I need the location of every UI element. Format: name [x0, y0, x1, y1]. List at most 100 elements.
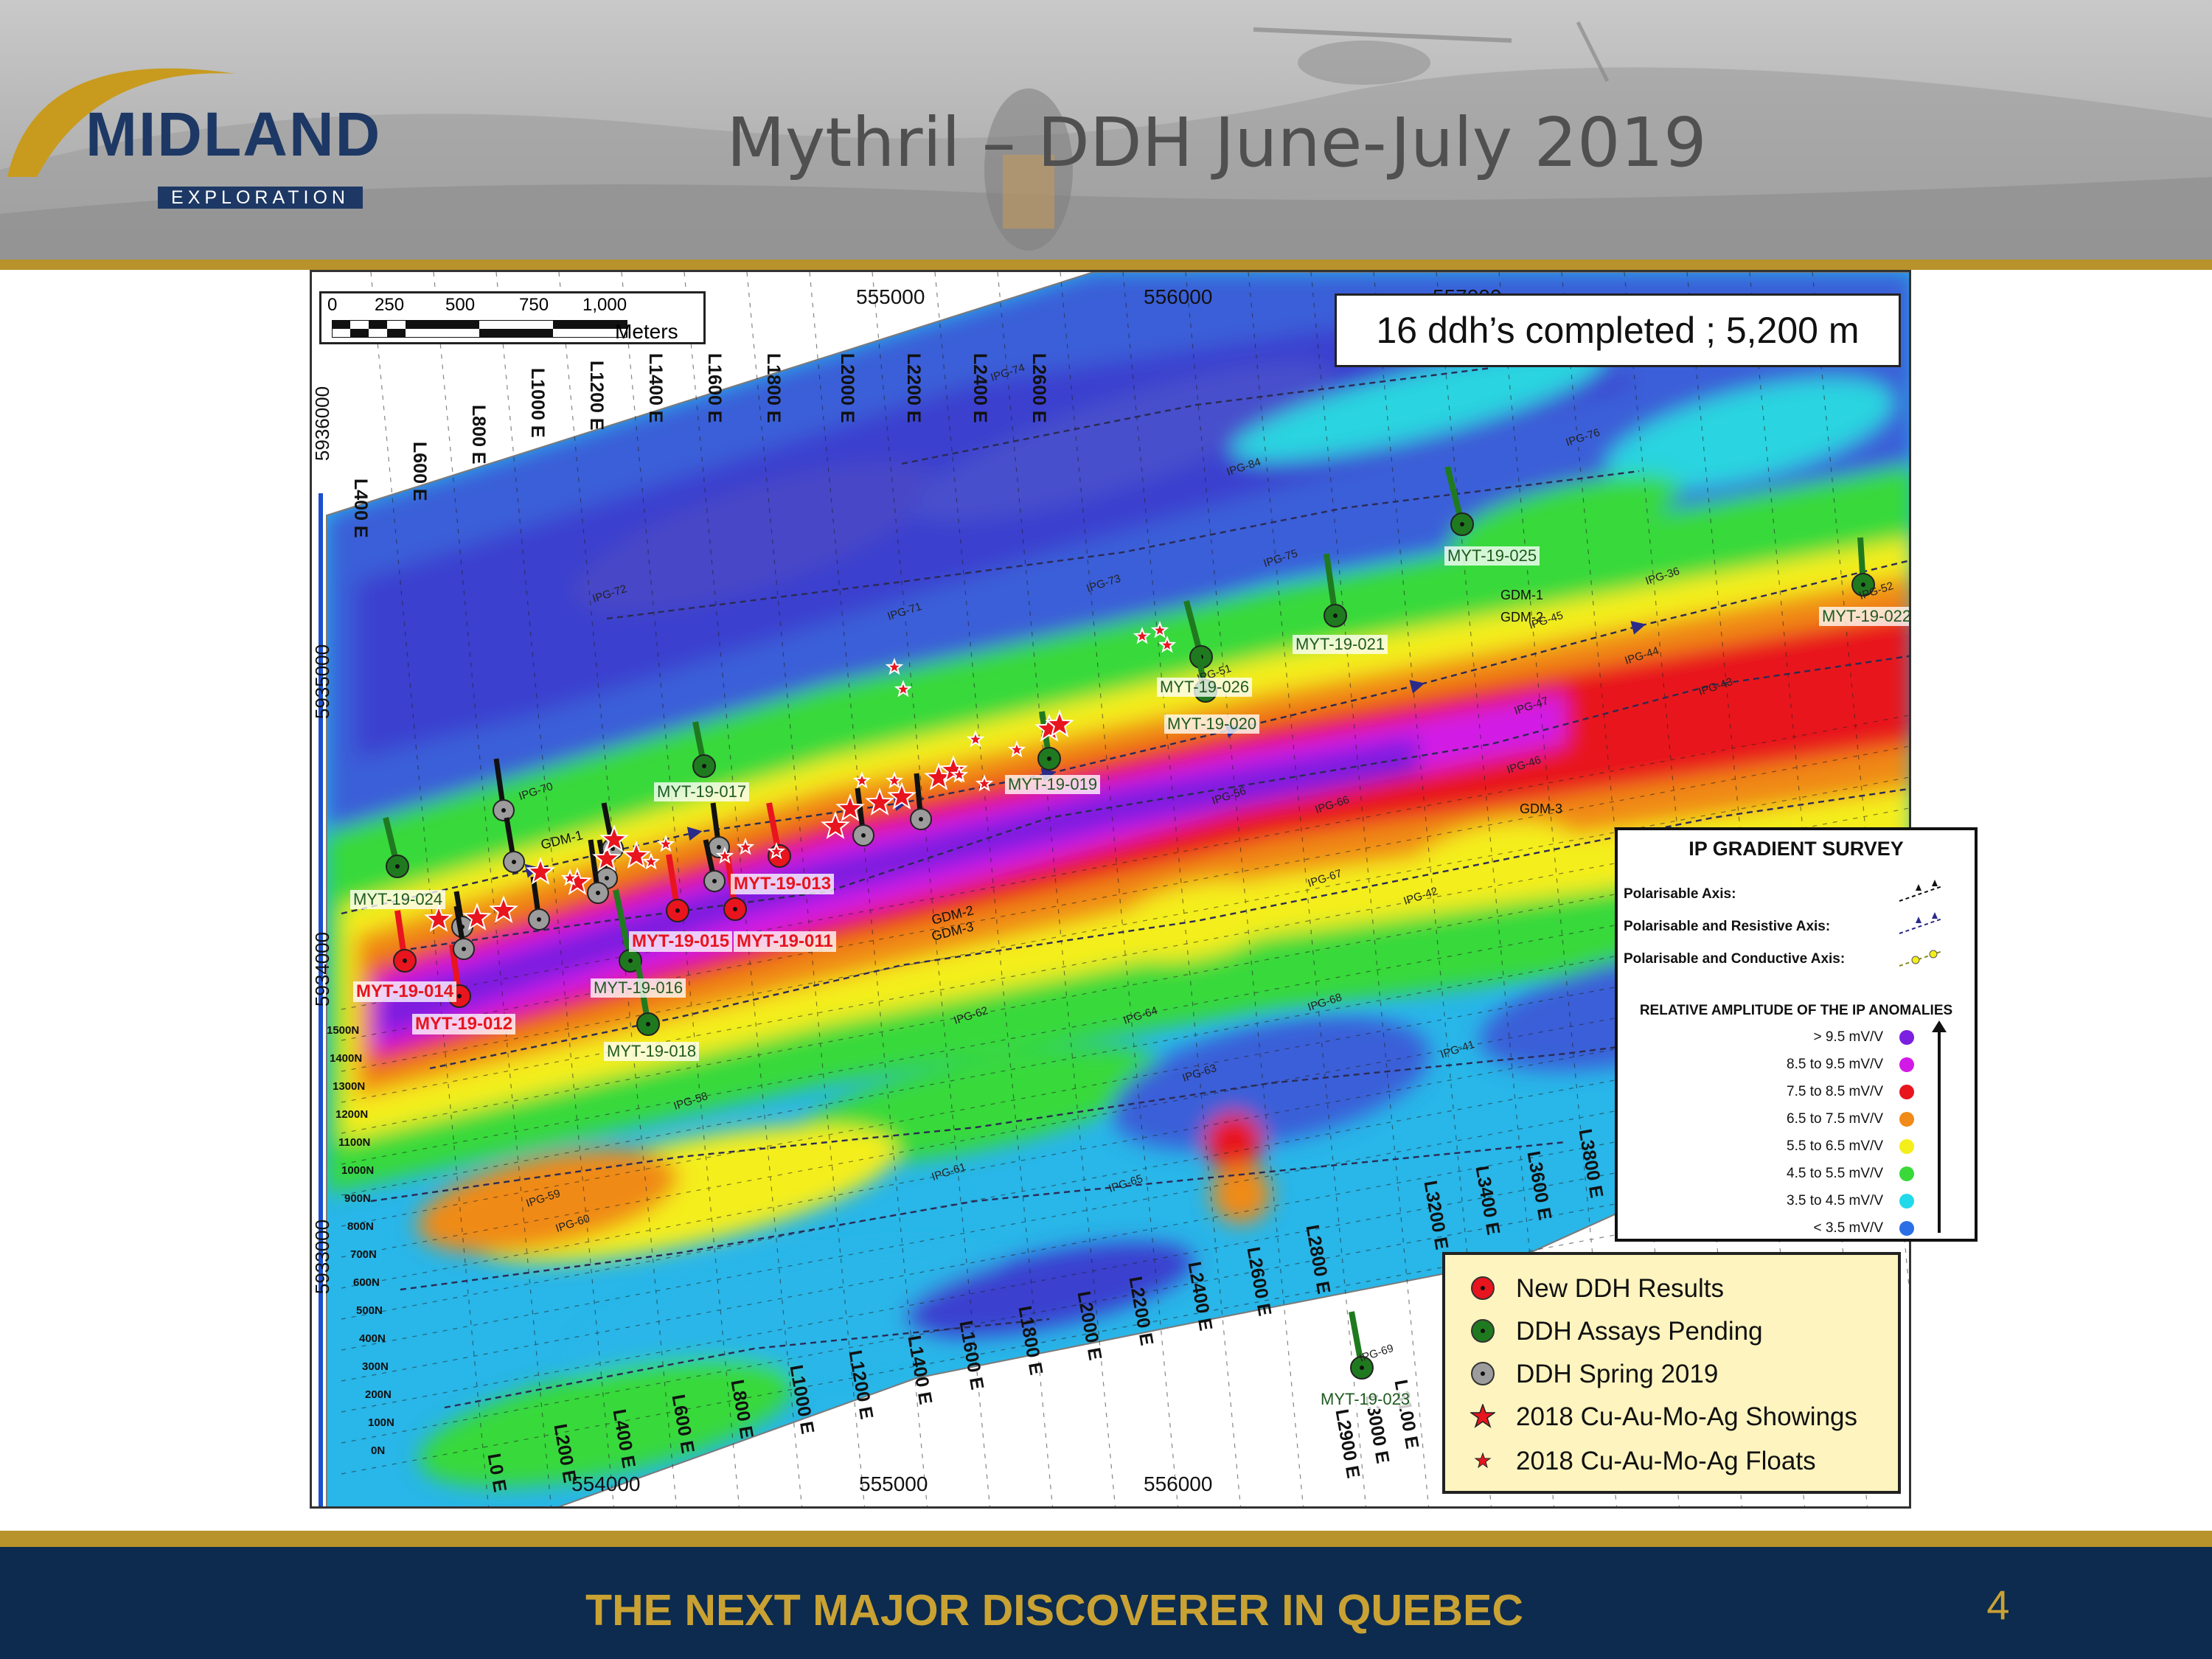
- drillhole-label: MYT-19-020: [1164, 714, 1260, 734]
- scale-unit: Meters: [615, 320, 678, 343]
- showing-star: [950, 765, 969, 783]
- header-gold-rule: [0, 260, 2212, 270]
- small-star-icon: [1474, 1452, 1492, 1469]
- scale-tick-500: 500: [445, 295, 476, 315]
- legend-showings: 2018 Cu-Au-Mo-Ag Showings: [1516, 1402, 1858, 1431]
- showing-star: [885, 658, 904, 675]
- northing-line-label: 0N: [371, 1444, 386, 1457]
- ddh-legend: New DDH Results DDH Assays Pending DDH S…: [1442, 1252, 1901, 1494]
- ip-range-swatch: [1899, 1085, 1914, 1099]
- ip-range-label: 3.5 to 4.5 mV/V: [1787, 1193, 1883, 1208]
- northing-1: 5936000: [311, 386, 334, 462]
- easting-top-1: 555000: [856, 285, 925, 308]
- northing-line-label: 600N: [353, 1276, 380, 1289]
- easting-bottom-3: 556000: [1144, 1472, 1213, 1495]
- line-label-top: L2600 E: [1029, 353, 1049, 423]
- line-label-top: L2200 E: [903, 353, 924, 423]
- northing-line-label: 1200N: [335, 1108, 369, 1121]
- ip-axis-label: GDM-2: [1500, 610, 1543, 625]
- line-label-top: L400 E: [350, 479, 371, 538]
- ip-range-swatch: [1899, 1221, 1914, 1236]
- drillhole-label: MYT-19-025: [1444, 546, 1540, 566]
- showing-star: [821, 811, 850, 839]
- drilling-summary-callout: 16 ddh’s completed ; 5,200 m: [1335, 293, 1901, 367]
- northing-line-label: 1500N: [327, 1024, 360, 1037]
- northing-line-label: 1000N: [341, 1164, 375, 1177]
- drillhole-label: MYT-19-013: [731, 874, 835, 894]
- page-number: 4: [1986, 1582, 2010, 1628]
- northing-2: 5935000: [311, 644, 334, 720]
- northing-line-label: 800N: [347, 1220, 374, 1233]
- large-star-icon: [1470, 1404, 1495, 1428]
- footer-gold-rule: [0, 1531, 2212, 1547]
- showing-star: [599, 824, 629, 852]
- ip-axis-label: GDM-1: [1500, 588, 1543, 602]
- line-label-top: L2000 E: [837, 353, 858, 423]
- ip-range-label: 8.5 to 9.5 mV/V: [1787, 1057, 1883, 1072]
- green-dot-icon: [1471, 1319, 1495, 1343]
- scale-bar: 0 250 500 750 1,000 Meters: [319, 291, 706, 344]
- ip-gradient-legend: IP GRADIENT SURVEY Polarisable Axis: Pol…: [1615, 827, 1978, 1242]
- showing-star: [939, 755, 968, 783]
- drillhole-label: MYT-19-014: [353, 981, 457, 1002]
- showing-star: [894, 680, 913, 698]
- legend-floats: 2018 Cu-Au-Mo-Ag Floats: [1516, 1447, 1816, 1475]
- scale-tick-250: 250: [375, 295, 405, 315]
- ip-range-label: < 3.5 mV/V: [1813, 1220, 1883, 1236]
- legend-new-ddh: New DDH Results: [1516, 1274, 1724, 1303]
- line-label-top: L800 E: [468, 405, 489, 465]
- northing-line-label: 1300N: [333, 1080, 366, 1093]
- legend-polarisable-axis: Polarisable Axis:: [1624, 886, 1736, 902]
- showing-star: [489, 895, 518, 923]
- showing-star: [715, 846, 734, 864]
- drillhole-label: MYT-19-019: [1005, 775, 1101, 794]
- northing-line-label: 900N: [344, 1192, 371, 1205]
- northing-line-label: 1400N: [330, 1052, 363, 1065]
- ip-range-swatch: [1899, 1112, 1914, 1127]
- ip-range-label: 7.5 to 8.5 mV/V: [1787, 1084, 1883, 1099]
- drillhole-label: MYT-19-021: [1293, 635, 1388, 654]
- showing-star: [835, 793, 865, 821]
- ip-range-label: > 9.5 mV/V: [1813, 1029, 1883, 1045]
- drillhole-label: MYT-19-017: [654, 782, 750, 801]
- survey-outline: [326, 272, 1909, 1506]
- line-label-top: L1200 E: [586, 361, 607, 431]
- line-label-top: L2400 E: [970, 353, 990, 423]
- ip-range-swatch: [1899, 1166, 1914, 1181]
- showing-star: [767, 842, 786, 860]
- drillhole-label: MYT-19-026: [1157, 678, 1253, 697]
- legend-ddh-spring: DDH Spring 2019: [1516, 1360, 1719, 1388]
- showing-star: [1150, 621, 1169, 639]
- drillhole-label: MYT-19-011: [734, 931, 836, 952]
- drillhole-label: MYT-19-016: [591, 978, 686, 998]
- drillhole-label: MYT-19-022: [1819, 607, 1909, 626]
- showing-star: [736, 838, 755, 855]
- ip-range-label: 5.5 to 6.5 mV/V: [1787, 1138, 1883, 1154]
- logo-wordmark: MIDLAND: [86, 100, 382, 169]
- northing-line-label: 700N: [350, 1248, 377, 1261]
- showing-star: [462, 902, 492, 931]
- logo-arc-icon: [7, 68, 236, 177]
- legend-conductive-axis: Polarisable and Conductive Axis:: [1624, 951, 1846, 967]
- easting-bottom-1: 554000: [571, 1472, 641, 1495]
- northing-line-label: 1100N: [338, 1136, 371, 1149]
- header-banner: [0, 0, 2212, 260]
- ip-range-swatch: [1899, 1030, 1914, 1045]
- ip-range-swatch: [1899, 1057, 1914, 1072]
- drillhole-label: MYT-19-015: [629, 931, 733, 952]
- ip-range-label: 6.5 to 7.5 mV/V: [1787, 1111, 1883, 1127]
- line-label-top: L1400 E: [645, 353, 666, 423]
- showings-layer: [424, 621, 1177, 932]
- drill-trace: [613, 889, 633, 961]
- ip-axis-label: GDM-3: [1520, 801, 1562, 816]
- page-title: Mythril – DDH June-July 2019: [726, 103, 1707, 182]
- header-background-photo: [0, 21, 2212, 260]
- showing-star: [975, 774, 994, 792]
- scale-tick-750: 750: [519, 295, 549, 315]
- red-dot-icon: [1471, 1276, 1495, 1300]
- drillhole-label: MYT-19-018: [604, 1042, 700, 1061]
- ip-legend-title: IP GRADIENT SURVEY: [1688, 838, 1904, 860]
- legend-axis-symbols: [1899, 880, 1943, 967]
- easting-top-2: 556000: [1144, 285, 1213, 308]
- showing-star: [1158, 636, 1177, 653]
